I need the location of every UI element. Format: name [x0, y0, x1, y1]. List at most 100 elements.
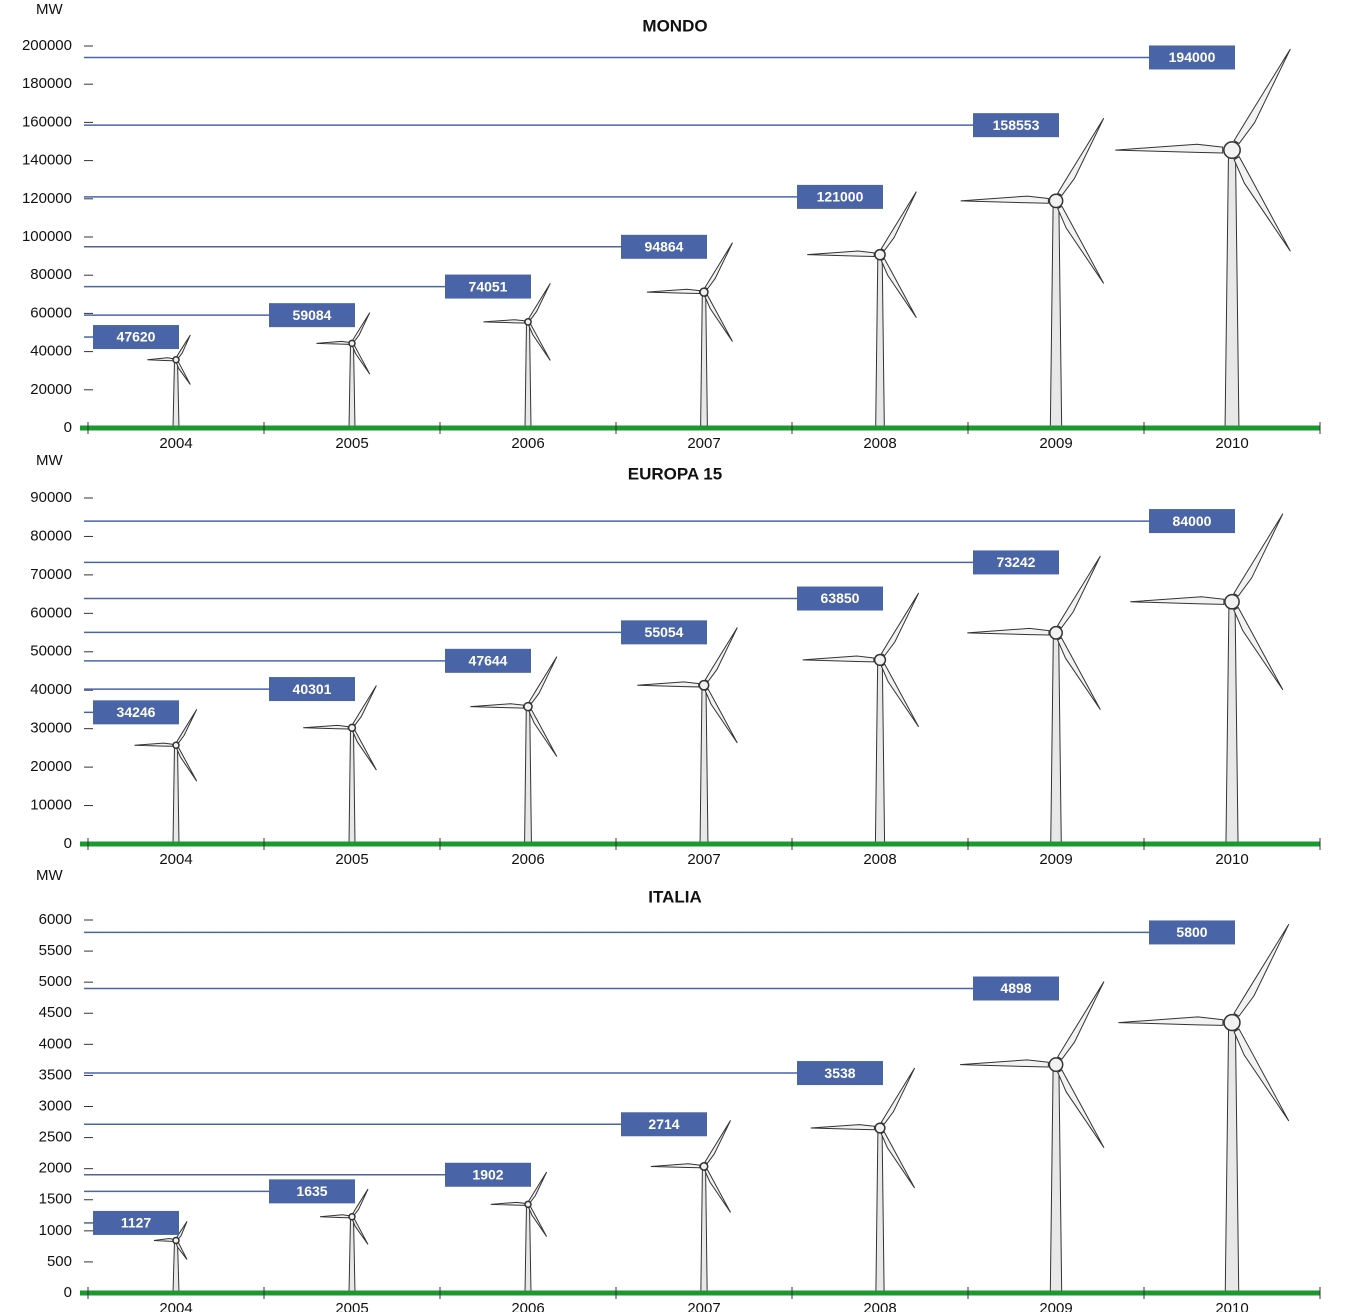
turbine-blade — [176, 709, 198, 744]
x-tick-label: 2007 — [687, 435, 720, 452]
turbine — [303, 685, 377, 845]
x-tick-label: 2006 — [511, 435, 544, 452]
turbine-blade — [319, 1214, 350, 1219]
x-tick-label: 2004 — [159, 435, 192, 452]
value-box — [973, 550, 1059, 575]
turbine — [960, 981, 1105, 1294]
turbine-blade — [704, 242, 733, 290]
value-box — [445, 648, 531, 673]
value-box — [1149, 920, 1235, 945]
value-label: 34246 — [117, 704, 156, 720]
value-box — [269, 1179, 355, 1204]
x-tick-label: 2006 — [511, 1300, 544, 1312]
x-tick-label: 2005 — [335, 435, 368, 452]
turbine-hub — [1223, 1013, 1241, 1032]
y-tick-label: 30000 — [30, 720, 72, 737]
turbine — [646, 242, 733, 429]
value-label: 1635 — [296, 1183, 327, 1199]
turbine — [810, 1067, 916, 1294]
turbine-tower — [172, 744, 180, 845]
y-axis-label: MW — [36, 867, 63, 884]
turbine-blade — [1233, 923, 1290, 1017]
chart-title: MONDO — [642, 16, 707, 35]
x-tick-label: 2009 — [1039, 435, 1072, 452]
turbine-tower — [1224, 1022, 1240, 1294]
turbine-hub — [348, 339, 356, 348]
turbine — [483, 283, 551, 429]
turbine-blade — [176, 746, 198, 782]
value-label: 158553 — [993, 117, 1040, 133]
turbine — [1118, 923, 1290, 1294]
turbine-blade — [470, 703, 524, 709]
turbine-blade — [1057, 117, 1105, 197]
y-tick-label: 200000 — [22, 37, 72, 54]
y-tick-label: 5500 — [39, 942, 72, 959]
turbine-blade — [807, 250, 875, 257]
y-tick-label: 20000 — [30, 758, 72, 775]
turbine-blade — [880, 592, 920, 657]
y-tick-label: 0 — [64, 419, 72, 436]
turbine-blade — [1057, 981, 1105, 1060]
turbine-hub — [523, 701, 533, 712]
turbine-blade — [527, 1205, 548, 1237]
turbine-hub — [1224, 593, 1240, 610]
turbine-blade — [880, 258, 917, 318]
y-tick-label: 1000 — [39, 1222, 72, 1239]
turbine-tower — [875, 254, 885, 429]
turbine-blade — [303, 724, 349, 730]
turbine-tower — [700, 1165, 708, 1294]
x-tick-label: 2004 — [159, 851, 192, 868]
y-tick-label: 80000 — [30, 266, 72, 283]
turbine-hub — [699, 287, 709, 297]
y-tick-label: 10000 — [30, 797, 72, 814]
turbine-blade — [528, 283, 551, 321]
turbine-tower — [699, 684, 709, 845]
x-tick-label: 2009 — [1039, 851, 1072, 868]
value-label: 94864 — [645, 239, 684, 255]
x-tick-label: 2010 — [1215, 851, 1248, 868]
turbine-hub — [172, 1236, 180, 1245]
turbine-hub — [698, 679, 710, 691]
x-tick-label: 2005 — [335, 851, 368, 868]
value-label: 40301 — [293, 681, 332, 697]
turbine-hub — [347, 723, 357, 732]
value-box — [973, 113, 1059, 138]
turbine-blade — [880, 663, 920, 728]
x-tick-label: 2008 — [863, 435, 896, 452]
turbine-hub — [524, 1200, 532, 1209]
y-tick-label: 40000 — [30, 681, 72, 698]
turbine-hub — [172, 741, 180, 750]
turbine — [490, 1171, 548, 1294]
turbine-blade — [880, 191, 917, 252]
turbine-blade — [810, 1124, 875, 1131]
turbine-tower — [1225, 601, 1239, 845]
y-tick-label: 60000 — [30, 304, 72, 321]
turbine — [470, 656, 558, 845]
turbine-blade — [351, 1217, 369, 1245]
turbine-blade — [1115, 143, 1224, 154]
turbine-hub — [874, 248, 886, 261]
value-box — [269, 303, 355, 328]
chart-title: ITALIA — [648, 887, 702, 906]
value-label: 59084 — [293, 307, 332, 323]
y-tick-label: 0 — [64, 835, 72, 852]
turbine-tower — [524, 321, 532, 429]
value-label: 1127 — [121, 1215, 152, 1231]
value-box — [93, 325, 179, 350]
y-tick-label: 4500 — [39, 1004, 72, 1021]
turbine-tower — [348, 342, 356, 429]
y-tick-label: 20000 — [30, 381, 72, 398]
y-tick-label: 80000 — [30, 527, 72, 544]
value-box — [797, 1061, 883, 1086]
x-tick-label: 2008 — [863, 1300, 896, 1312]
turbine-blade — [960, 1059, 1049, 1068]
turbine-blade — [637, 681, 700, 688]
turbine-hub — [873, 653, 887, 667]
y-tick-label: 3500 — [39, 1066, 72, 1083]
turbine — [319, 1188, 369, 1294]
turbine-blade — [880, 1131, 916, 1189]
turbine-tower — [700, 291, 708, 429]
value-label: 4898 — [1000, 980, 1031, 996]
y-tick-label: 50000 — [30, 643, 72, 660]
y-axis-label: MW — [36, 452, 63, 469]
